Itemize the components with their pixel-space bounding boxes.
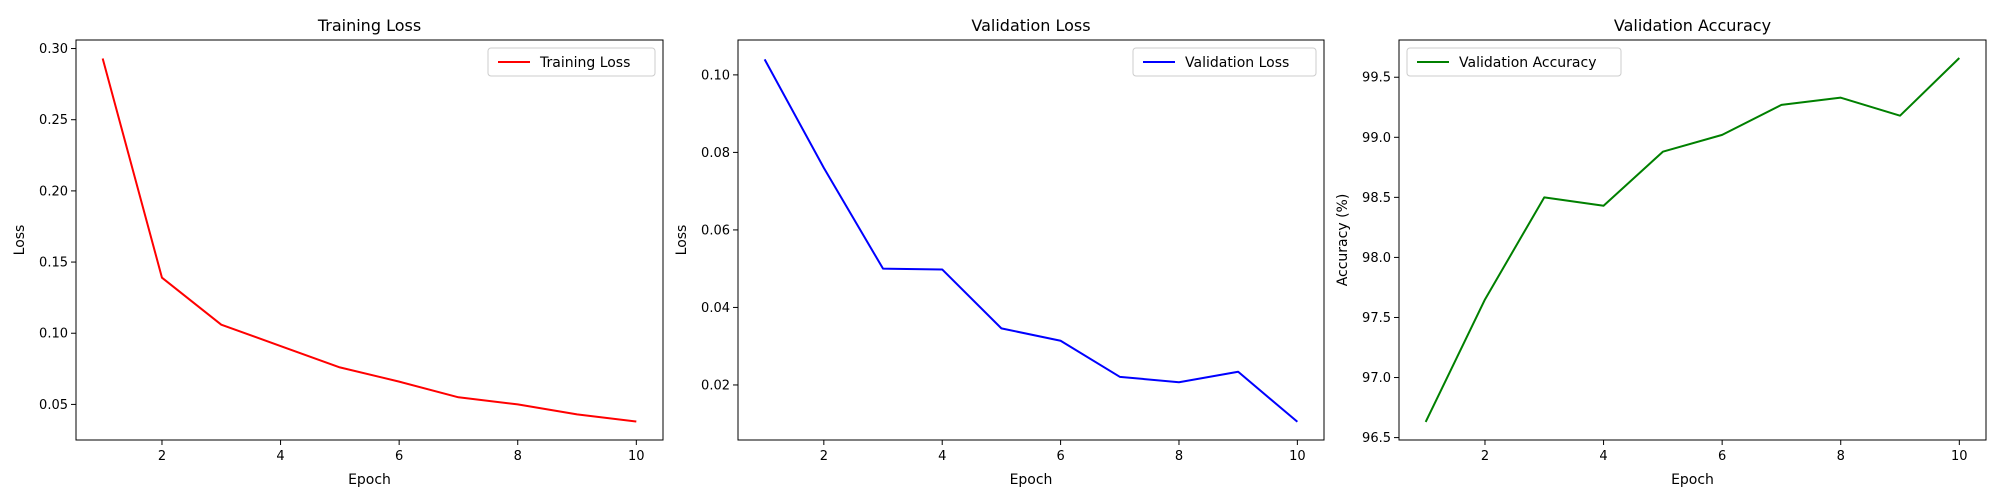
y-tick-label: 99.5 [1362, 71, 1391, 86]
x-tick-label: 10 [1289, 449, 1306, 464]
x-tick-label: 2 [158, 449, 166, 464]
legend-label: Validation Accuracy [1459, 55, 1597, 71]
chart-1: Training Loss Epoch Loss 2 4 6 8 10 0.05 0.10 0.15… [12, 16, 664, 488]
legend-label: Training Loss [539, 55, 630, 71]
y-tick-label: 98.0 [1362, 251, 1391, 266]
legend-box [487, 47, 656, 77]
chart-3: Validation Accuracy Epoch Accuracy (%) 2 4 6 8… [1335, 16, 1987, 488]
y-axis-label: Accuracy (%) [1335, 194, 1351, 287]
y-tick-label: 0.02 [701, 378, 730, 393]
x-tick-label: 4 [1599, 449, 1607, 464]
y-tick-label: 0.08 [701, 146, 730, 161]
x-tick-label: 6 [395, 449, 403, 464]
legend: Training Loss [487, 47, 656, 77]
chart-2: Validation Loss Epoch Loss 2 4 6 8 10 0.02 0.04 0.… [674, 16, 1325, 488]
plot-frame [75, 39, 664, 441]
y-tick-label: 0.15 [39, 256, 68, 271]
legend: Validation Accuracy [1406, 47, 1622, 77]
y-tick-label: 0.10 [701, 68, 730, 83]
x-tick-label: 8 [1175, 449, 1183, 464]
y-tick-label: 0.20 [39, 184, 68, 199]
x-tick-label: 10 [1951, 449, 1968, 464]
y-axis-label: Loss [674, 225, 690, 256]
legend-box [1406, 47, 1622, 77]
series-line-1 [1424, 57, 1961, 423]
x-tick-label: 6 [1056, 449, 1064, 464]
x-tick-label: 2 [1481, 449, 1489, 464]
x-tick-label: 8 [514, 449, 522, 464]
y-tick-label: 98.5 [1362, 191, 1391, 206]
y-tick-label: 97.0 [1362, 371, 1391, 386]
y-tick-label: 0.25 [39, 113, 68, 128]
x-tick-label: 2 [820, 449, 828, 464]
x-axis-label: Epoch [1671, 472, 1714, 488]
y-tick-label: 0.30 [39, 42, 68, 57]
chart-title: Validation Accuracy [1614, 16, 1771, 35]
x-tick-label: 4 [276, 449, 284, 464]
legend-box [1132, 47, 1317, 77]
y-tick-label: 0.06 [701, 223, 730, 238]
chart-title: Validation Loss [971, 16, 1090, 35]
y-axis-label: Loss [12, 225, 28, 256]
plot-frame [737, 39, 1325, 441]
y-tick-label: 99.0 [1362, 131, 1391, 146]
chart-title: Training Loss [317, 16, 421, 35]
x-tick-label: 10 [628, 449, 645, 464]
legend: Validation Loss [1132, 47, 1317, 77]
x-tick-label: 6 [1718, 449, 1726, 464]
x-tick-label: 4 [938, 449, 946, 464]
legend-label: Validation Loss [1185, 55, 1289, 71]
y-tick-label: 97.5 [1362, 311, 1391, 326]
x-axis-label: Epoch [348, 472, 391, 488]
series-line-1 [101, 58, 637, 423]
y-tick-label: 0.04 [701, 301, 730, 316]
y-tick-label: 0.05 [39, 398, 68, 413]
y-tick-label: 0.10 [39, 327, 68, 342]
x-tick-label: 8 [1837, 449, 1845, 464]
plot-frame [1398, 39, 1987, 441]
x-axis-label: Epoch [1010, 472, 1053, 488]
y-tick-label: 96.5 [1362, 431, 1391, 446]
series-line-1 [763, 58, 1299, 423]
